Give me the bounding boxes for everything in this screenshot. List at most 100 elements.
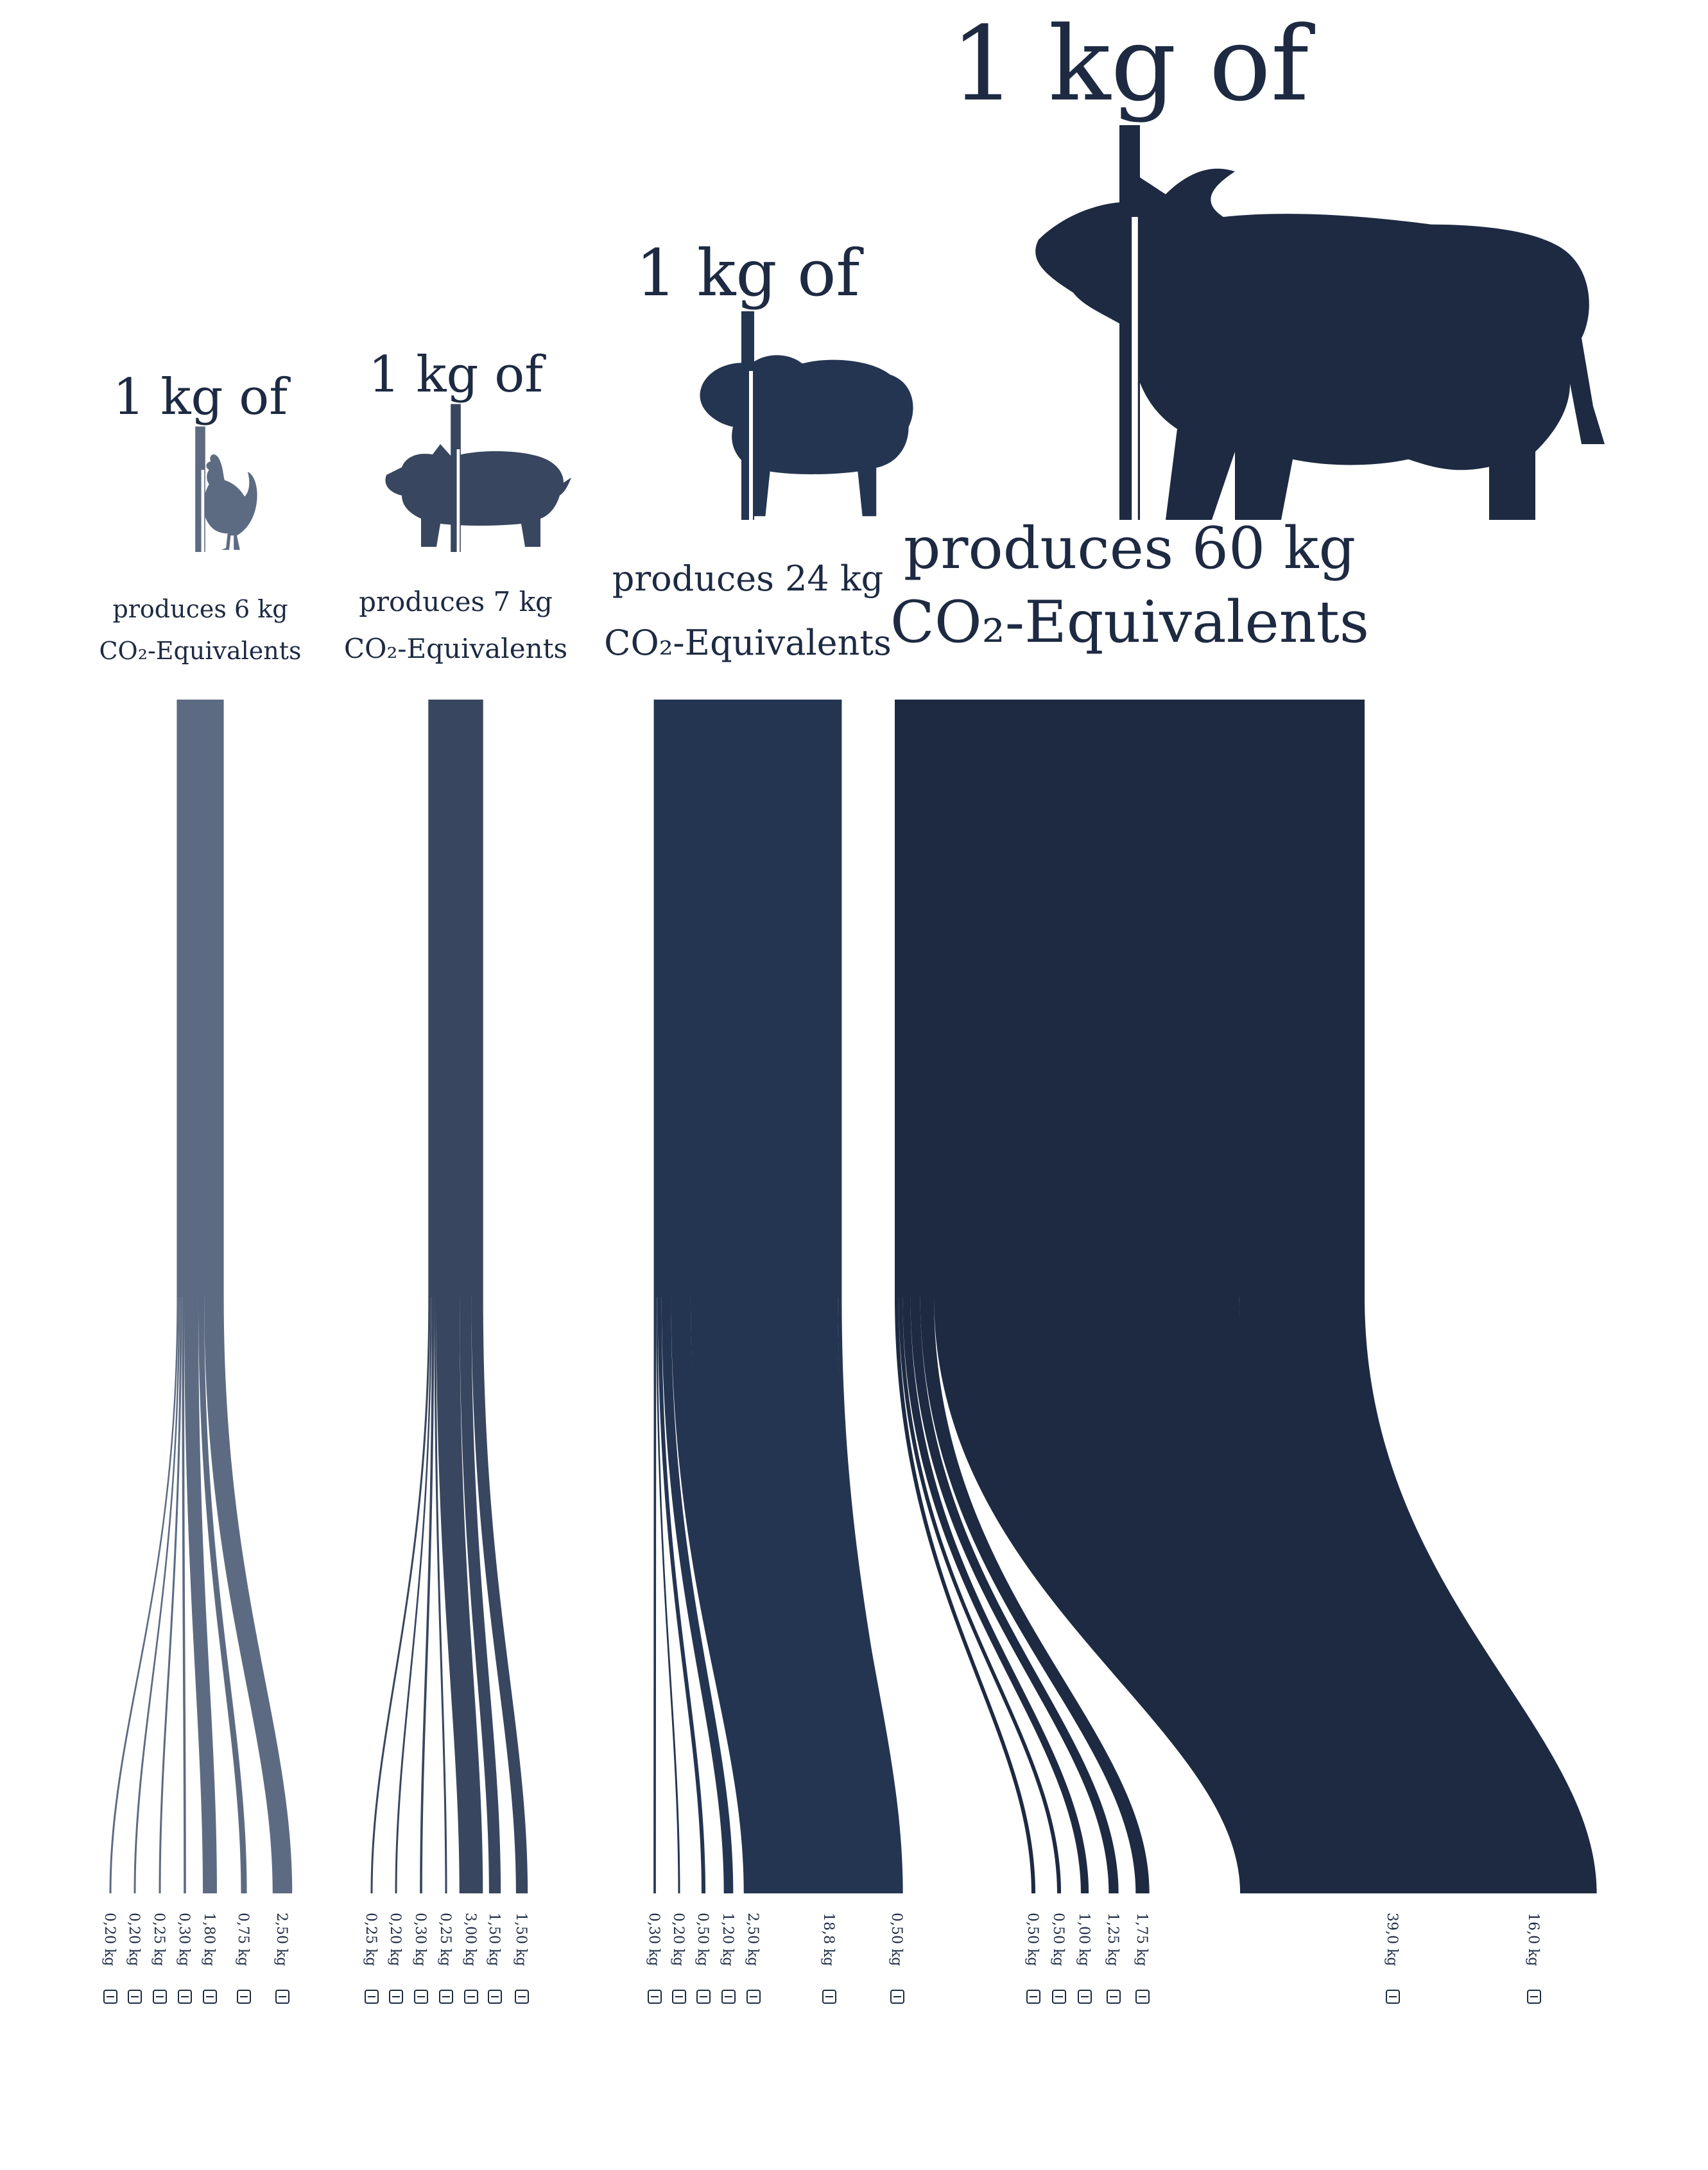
feed-icon bbox=[464, 1990, 478, 2004]
farm-land-icon bbox=[1527, 1990, 1541, 2004]
shopping-cart-icon bbox=[389, 1990, 403, 2004]
chicken-icon bbox=[203, 454, 257, 550]
chicken-flow-farm bbox=[204, 1296, 293, 1893]
train-icon bbox=[365, 1990, 379, 2004]
sheep-subtitle-line1: produces 24 kg bbox=[612, 558, 883, 599]
chicken-flow-packaging bbox=[182, 1296, 186, 1893]
sheep-flow-processing bbox=[657, 1296, 706, 1893]
pig-heading: 1 kg of bbox=[368, 346, 546, 404]
sheep-value-label: 0,20 kg bbox=[670, 1913, 686, 1966]
chicken-heading: 1 kg of bbox=[113, 368, 291, 426]
sheep-flow-farm bbox=[838, 1296, 900, 1893]
package-bottle-icon bbox=[178, 1990, 192, 2004]
factory-tools-icon bbox=[696, 1990, 711, 2004]
pig-subtitle-line2: CO₂-Equivalents bbox=[344, 633, 567, 664]
cow-value-label: 0,50 kg bbox=[1024, 1913, 1040, 1966]
feed-icon bbox=[746, 1990, 761, 2004]
train-icon bbox=[103, 1990, 117, 2004]
sheep-icon bbox=[700, 355, 913, 517]
cow-value-label: 1,25 kg bbox=[1105, 1913, 1121, 1966]
train-icon bbox=[648, 1990, 662, 2004]
cow-icon bbox=[1035, 164, 1605, 520]
chicken-value-label: 1,80 kg bbox=[201, 1913, 217, 1966]
farm-land-icon bbox=[515, 1990, 529, 2004]
pig-flow-packaging bbox=[434, 1296, 447, 1893]
pig-flow-processing bbox=[420, 1296, 435, 1893]
pig-icon bbox=[385, 444, 571, 547]
chicken-value-label: 0,25 kg bbox=[151, 1913, 167, 1966]
bands-layer bbox=[109, 700, 1597, 1893]
factory-tools-icon bbox=[1078, 1990, 1092, 2004]
methane-icon bbox=[488, 1990, 502, 2004]
pig-flow-retail bbox=[395, 1296, 432, 1893]
shopping-cart-icon bbox=[128, 1990, 142, 2004]
pig-value-label: 1,50 kg bbox=[486, 1913, 502, 1966]
cow-subtitle-line1: produces 60 kg bbox=[904, 515, 1356, 582]
cow-value-label: 0,50 kg bbox=[1050, 1913, 1066, 1966]
chicken-flow-retail bbox=[134, 1296, 180, 1893]
factory-tools-icon bbox=[414, 1990, 428, 2004]
farm-land-icon bbox=[890, 1990, 904, 2004]
cow-flow-packaging bbox=[910, 1296, 1119, 1893]
sheep-flow-animal bbox=[690, 1296, 903, 1893]
chicken-value-label: 0,20 kg bbox=[101, 1913, 117, 1966]
cow-subtitle-line2: CO₂-Equivalents bbox=[890, 589, 1369, 656]
sheep-value-label: 0,50 kg bbox=[694, 1913, 711, 1966]
cow-value-label: 39,0 kg bbox=[1384, 1913, 1400, 1966]
train-icon bbox=[1026, 1990, 1040, 2004]
cow-heading: 1 kg of bbox=[951, 4, 1315, 124]
chicken-value-label: 2,50 kg bbox=[273, 1913, 289, 1966]
factory-tools-icon bbox=[153, 1990, 167, 2004]
pig-flow-animal bbox=[460, 1296, 501, 1893]
pig-value-label: 0,30 kg bbox=[412, 1913, 428, 1966]
chicken-value-label: 0,30 kg bbox=[176, 1913, 192, 1966]
chicken-value-label: 0,75 kg bbox=[235, 1913, 251, 1966]
chicken-trunk bbox=[177, 700, 224, 1297]
cow-flow-animal bbox=[934, 1296, 1546, 1893]
chicken-subtitle-line2: CO₂-Equivalents bbox=[99, 637, 301, 665]
methane-icon bbox=[1386, 1990, 1400, 2004]
chicken-value-label: 0,20 kg bbox=[126, 1913, 142, 1966]
sheep-flow-retail bbox=[656, 1296, 680, 1893]
pig-trunk bbox=[428, 700, 483, 1297]
cow-value-label: 1,00 kg bbox=[1076, 1913, 1092, 1966]
shopping-cart-icon bbox=[1052, 1990, 1066, 2004]
sheep-value-label: 1,20 kg bbox=[720, 1913, 736, 1966]
sheep-value-label: 18,8 kg bbox=[820, 1913, 836, 1966]
cow-value-label: 16,0 kg bbox=[1525, 1913, 1541, 1966]
sheep-flow-packaging bbox=[661, 1296, 734, 1893]
methane-icon bbox=[822, 1990, 836, 2004]
pig-flow-farm bbox=[471, 1296, 528, 1893]
chicken-flow-animal bbox=[198, 1296, 247, 1893]
pig-value-label: 1,50 kg bbox=[513, 1913, 529, 1966]
pig-value-label: 3,00 kg bbox=[462, 1913, 478, 1966]
animals-layer bbox=[195, 125, 1605, 552]
sheep-trunk bbox=[653, 700, 842, 1297]
sheep-value-label: 2,50 kg bbox=[745, 1913, 761, 1966]
sheep-heading: 1 kg of bbox=[635, 236, 864, 311]
pig-value-label: 0,20 kg bbox=[387, 1913, 403, 1966]
chicken-flow-feed bbox=[184, 1296, 217, 1893]
pig-flow-feed bbox=[436, 1296, 483, 1893]
sheep-subtitle-line2: CO₂-Equivalents bbox=[604, 623, 892, 663]
pig-value-label: 0,25 kg bbox=[363, 1913, 379, 1966]
farm-land-icon bbox=[275, 1990, 289, 2004]
cow-flow-processing bbox=[902, 1296, 1089, 1893]
sheep-value-label: 0,50 kg bbox=[888, 1913, 904, 1966]
feed-icon bbox=[203, 1990, 217, 2004]
sheep-value-label: 0,30 kg bbox=[646, 1913, 662, 1966]
chicken-flow-processing bbox=[159, 1296, 182, 1893]
text-layer: 1 kg of produces 6 kg CO₂-Equivalents 0,20 … bbox=[99, 4, 1541, 1966]
pig-subtitle-line1: produces 7 kg bbox=[359, 586, 553, 617]
chicken-subtitle-line1: produces 6 kg bbox=[112, 595, 288, 623]
package-bottle-icon bbox=[721, 1990, 736, 2004]
cow-trunk bbox=[895, 700, 1365, 1297]
shopping-cart-icon bbox=[672, 1990, 686, 2004]
package-bottle-icon bbox=[439, 1990, 453, 2004]
cow-value-label: 1,75 kg bbox=[1134, 1913, 1150, 1966]
cow-flow-feed bbox=[920, 1296, 1150, 1893]
feed-icon bbox=[1135, 1990, 1150, 2004]
package-bottle-icon bbox=[1107, 1990, 1121, 2004]
